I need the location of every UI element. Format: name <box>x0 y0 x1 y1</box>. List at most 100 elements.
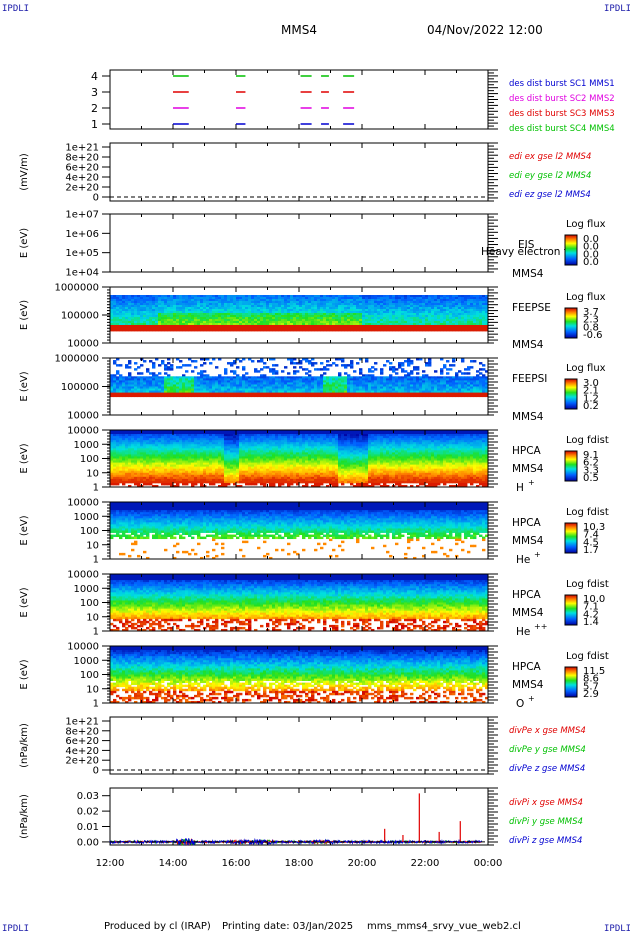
feepsi-spectrogram-cell <box>461 360 465 363</box>
feepse-spectrogram-cell <box>278 327 282 330</box>
hpca_h-spectrogram-cell <box>116 464 120 468</box>
feepsi-spectrogram-cell <box>356 376 360 379</box>
feepse-spectrogram-cell <box>170 295 174 298</box>
feepsi-spectrogram-cell <box>323 384 327 387</box>
feepse-spectrogram-cell <box>404 307 408 310</box>
hpca_h-spectrogram-cell <box>143 450 147 453</box>
feepsi-spectrogram-cell <box>377 378 381 381</box>
feepsi-spectrogram-cell <box>446 372 450 375</box>
feepse-spectrogram-cell <box>260 307 264 310</box>
feepse-spectrogram-cell <box>413 307 417 310</box>
feepsi-spectrogram-cell <box>443 382 447 385</box>
feepse-spectrogram-cell <box>296 309 300 312</box>
feepsi-spectrogram-cell <box>182 378 186 381</box>
feepse-spectrogram-cell <box>461 315 465 318</box>
hpca_h-spectrogram-cell <box>119 436 123 439</box>
feepsi-spectrogram-cell <box>299 384 303 387</box>
feepse-spectrogram-cell <box>140 329 144 332</box>
feepsi-spectrogram-cell <box>410 386 414 389</box>
feepsi-spectrogram-cell <box>197 386 201 389</box>
feepse-spectrogram-cell <box>470 309 474 312</box>
feepse-spectrogram-cell <box>413 319 417 322</box>
hpca_h-spectrogram-cell <box>146 456 150 459</box>
feepsi-spectrogram-cell <box>233 378 237 381</box>
feepsi-spectrogram-cell <box>326 394 330 398</box>
hpca_h-spectrogram-cell <box>140 466 144 470</box>
feepse-spectrogram-cell <box>317 327 321 330</box>
feepse-spectrogram-cell <box>260 319 264 322</box>
feepse-spectrogram-cell <box>224 295 228 298</box>
feepse-spectrogram-cell <box>182 301 186 304</box>
feepsi-spectrogram-cell <box>365 394 369 398</box>
feepse-spectrogram-cell <box>167 321 171 324</box>
feepse-spectrogram-cell <box>425 317 429 320</box>
hpca_h-spectrogram-cell <box>170 482 174 486</box>
feepsi-spectrogram-cell <box>410 378 414 381</box>
feepse-spectrogram-cell <box>338 325 342 328</box>
feepsi-spectrogram-cell <box>266 392 270 396</box>
feepse-spectrogram-cell <box>287 329 291 332</box>
feepse-spectrogram-cell <box>389 327 393 330</box>
feepse-spectrogram-cell <box>434 315 438 318</box>
feepse-spectrogram-cell <box>425 303 429 306</box>
feepse-spectrogram-cell <box>434 321 438 324</box>
hpca_h-spectrogram-cell <box>119 472 123 476</box>
feepse-spectrogram-cell <box>155 327 159 330</box>
hpca_h-spectrogram-cell <box>137 470 141 474</box>
feepse-spectrogram-cell <box>173 327 177 330</box>
feepse-spectrogram-cell <box>473 315 477 318</box>
feepsi-spectrogram-cell <box>323 390 327 394</box>
hpca_h-spectrogram-cell <box>164 458 168 461</box>
feepse-spectrogram-cell <box>146 307 150 310</box>
feepse-spectrogram-cell <box>179 295 183 298</box>
feepse-spectrogram-cell <box>455 295 459 298</box>
feepsi-spectrogram-cell <box>386 388 390 391</box>
feepsi-spectrogram-cell <box>320 374 324 377</box>
feepse-spectrogram-cell <box>446 299 450 302</box>
feepse-spectrogram-cell <box>218 329 222 332</box>
feepse-spectrogram-cell <box>266 305 270 308</box>
feepse-spectrogram-cell <box>128 305 132 308</box>
feepsi-spectrogram-cell <box>350 366 354 369</box>
feepse-spectrogram-cell <box>305 321 309 324</box>
feepsi-spectrogram-cell <box>479 382 483 385</box>
hpca_h-spectrogram-cell <box>179 438 183 441</box>
feepsi-spectrogram-cell <box>365 386 369 389</box>
feepse-spectrogram-cell <box>446 307 450 310</box>
feepsi-spectrogram-cell <box>473 380 477 383</box>
hpca_h-spectrogram-cell <box>131 476 135 480</box>
feepse-spectrogram-cell <box>344 309 348 312</box>
feepsi-spectrogram-cell <box>395 388 399 391</box>
feepsi-spectrogram-cell <box>461 388 465 391</box>
feepse-spectrogram-cell <box>311 299 315 302</box>
feepse-spectrogram-cell <box>311 323 315 326</box>
feepse-spectrogram-cell <box>200 317 204 320</box>
hpca_h-spectrogram-cell <box>188 470 192 474</box>
feepsi-spectrogram-cell <box>203 380 207 383</box>
feepsi-spectrogram-cell <box>242 382 246 385</box>
feepsi-spectrogram-cell <box>470 390 474 394</box>
feepse-spectrogram-cell <box>266 319 270 322</box>
feepse-spectrogram-cell <box>143 325 147 328</box>
feepse-spectrogram-cell <box>254 329 258 332</box>
hpca_h-spectrogram-cell <box>185 458 189 461</box>
feepsi-spectrogram-cell <box>263 376 267 379</box>
feepse-spectrogram-cell <box>155 295 159 298</box>
hpca_h-spectrogram-cell <box>185 478 189 482</box>
feepsi-spectrogram-cell <box>185 394 189 398</box>
feepsi-spectrogram-cell <box>116 386 120 389</box>
feepse-spectrogram-cell <box>278 295 282 298</box>
feepse-spectrogram-cell <box>395 299 399 302</box>
feepse-spectrogram-cell <box>368 325 372 328</box>
feepse-spectrogram-cell <box>392 295 396 298</box>
feepsi-spectrogram-cell <box>224 390 228 394</box>
feepsi-spectrogram-cell <box>179 366 183 369</box>
feepse-spectrogram-cell <box>275 303 279 306</box>
hpca_h-spectrogram-cell <box>110 478 114 482</box>
feepsi-spectrogram-cell <box>344 382 348 385</box>
feepse-spectrogram-cell <box>425 299 429 302</box>
feepse-spectrogram-cell <box>257 317 261 320</box>
feepsi-spectrogram-cell <box>233 362 237 365</box>
feepse-spectrogram-cell <box>191 303 195 306</box>
feepse-spectrogram-cell <box>449 309 453 312</box>
